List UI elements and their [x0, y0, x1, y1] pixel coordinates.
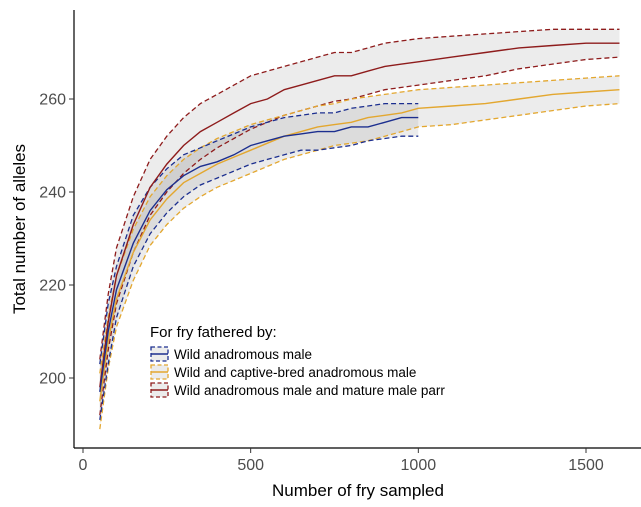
y-tick-label: 220	[39, 278, 66, 295]
upper-bound-line-wild-anadromous-male	[99, 102, 419, 365]
confidence-band-wild-and-captive-bred-anadromous-male	[99, 75, 620, 430]
lower-bound-line-wild-and-captive-bred-anadromous-male	[99, 102, 620, 430]
confidence-band-wild-anadromous-male-and-mature-male-parr	[99, 29, 620, 416]
mean-line-wild-anadromous-male	[99, 116, 419, 392]
mean-line-wild-anadromous-male-and-mature-male-parr	[99, 42, 620, 388]
x-tick-label: 0	[79, 457, 88, 474]
y-tick-label: 260	[39, 92, 66, 109]
series-lines	[99, 28, 620, 430]
y-tick-label: 240	[39, 185, 66, 202]
legend-label-wild-anadromous-male: Wild anadromous male	[174, 347, 312, 362]
x-tick-label: 1000	[401, 457, 437, 474]
tick-marks: 0 500 1000 1500 200 220 240 260	[39, 92, 604, 475]
y-tick-label: 200	[39, 371, 66, 388]
x-tick-label: 1500	[568, 457, 604, 474]
y-axis-title: Total number of alleles	[10, 144, 29, 314]
mean-line-wild-and-captive-bred-anadromous-male	[99, 89, 620, 402]
x-tick-label: 500	[237, 457, 264, 474]
legend: For fry fathered by: Wild anadromous mal…	[150, 324, 445, 398]
confidence-band-wild-anadromous-male	[99, 103, 419, 420]
upper-bound-line-wild-and-captive-bred-anadromous-male	[99, 75, 620, 374]
legend-label-wild-anadromous-male-and-mature-male-parr: Wild anadromous male and mature male par…	[174, 383, 445, 398]
legend-label-wild-and-captive-bred-anadromous-male: Wild and captive-bred anadromous male	[174, 365, 416, 380]
x-axis-title: Number of fry sampled	[272, 481, 444, 500]
axes	[73, 10, 641, 449]
legend-title: For fry fathered by:	[150, 324, 277, 341]
upper-bound-line-wild-anadromous-male-and-mature-male-parr	[99, 28, 620, 360]
legend-items: Wild anadromous male Wild and captive-bre…	[150, 346, 445, 398]
lower-bound-line-wild-anadromous-male	[99, 135, 419, 420]
confidence-bands	[99, 29, 620, 430]
